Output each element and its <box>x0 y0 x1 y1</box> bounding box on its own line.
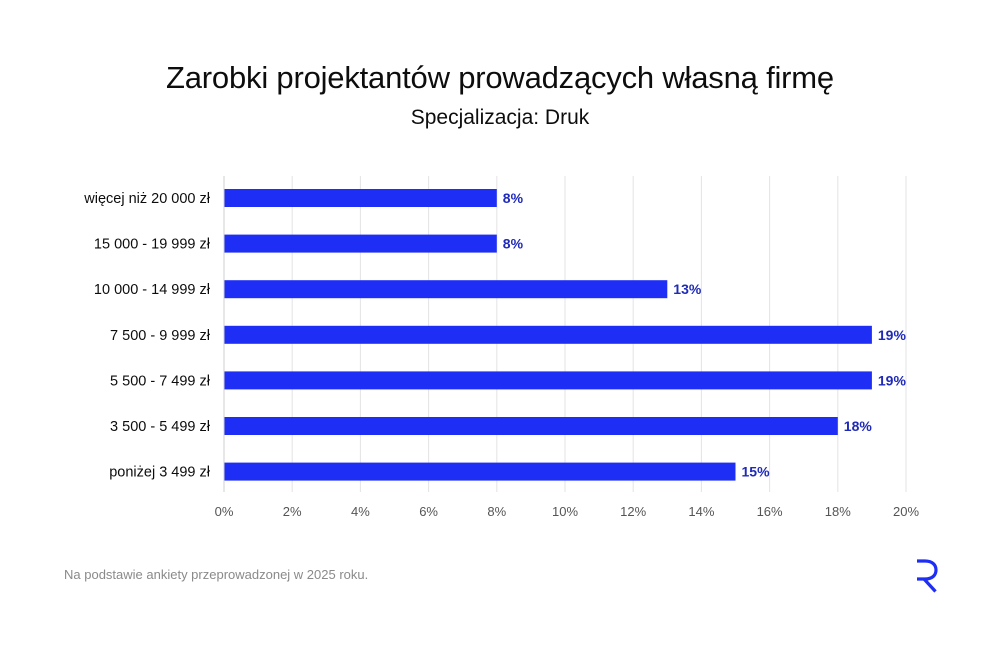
value-label: 13% <box>673 281 702 297</box>
x-tick-label: 0% <box>215 504 234 519</box>
category-label: 3 500 - 5 499 zł <box>110 419 211 435</box>
chart-subtitle: Specjalizacja: Druk <box>410 106 590 129</box>
x-tick-label: 12% <box>620 504 646 519</box>
x-tick-label: 2% <box>283 504 302 519</box>
value-label: 18% <box>844 418 873 434</box>
category-label: poniżej 3 499 zł <box>109 465 211 481</box>
x-tick-label: 4% <box>351 504 370 519</box>
category-label: 10 000 - 14 999 zł <box>94 282 211 298</box>
category-label: 5 500 - 7 499 zł <box>110 373 211 389</box>
category-label: 7 500 - 9 999 zł <box>110 328 211 344</box>
x-tick-label: 14% <box>688 504 714 519</box>
x-tick-label: 8% <box>487 504 506 519</box>
x-tick-label: 18% <box>825 504 851 519</box>
r-logo-icon <box>912 558 940 599</box>
category-label: 15 000 - 19 999 zł <box>94 237 211 253</box>
value-label: 8% <box>503 236 524 252</box>
bar <box>224 234 497 253</box>
value-label: 19% <box>878 327 907 343</box>
bar <box>224 371 872 390</box>
value-label: 15% <box>742 464 771 480</box>
bar <box>224 325 872 344</box>
bar <box>224 189 497 207</box>
chart-title: Zarobki projektantów prowadzących własną… <box>166 60 834 95</box>
category-label: więcej niż 20 000 zł <box>83 191 211 207</box>
value-label: 19% <box>878 372 907 388</box>
x-tick-label: 10% <box>552 504 578 519</box>
x-tick-label: 6% <box>419 504 438 519</box>
value-label: 8% <box>503 190 524 206</box>
x-tick-label: 20% <box>893 504 919 519</box>
bar <box>224 417 838 435</box>
bar <box>224 280 668 299</box>
bar <box>224 462 736 481</box>
x-tick-label: 16% <box>757 504 783 519</box>
source-footnote: Na podstawie ankiety przeprowadzonej w 2… <box>64 567 369 582</box>
